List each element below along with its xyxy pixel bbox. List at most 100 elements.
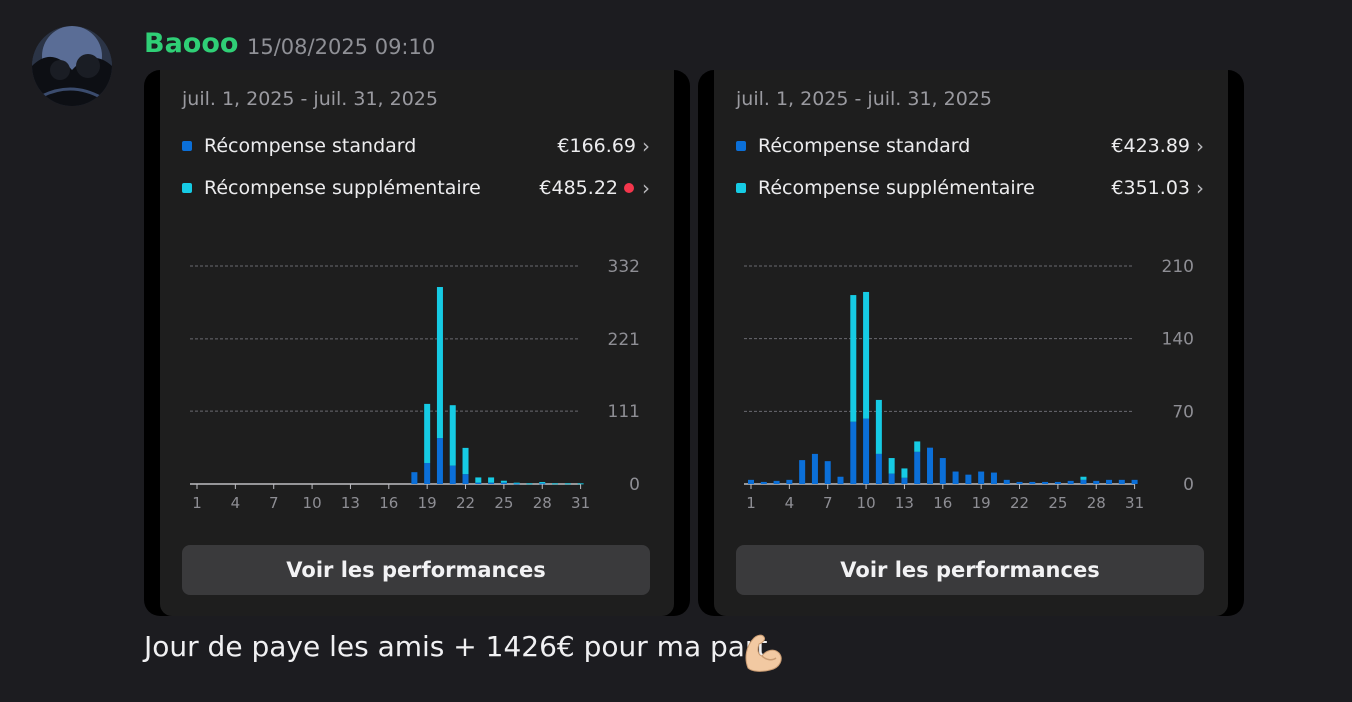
bar-segment — [824, 461, 831, 484]
bar-segment — [1016, 481, 1023, 484]
bar-segment — [539, 483, 546, 485]
y-tick-label: 332 — [608, 257, 640, 277]
bar-segment — [449, 465, 456, 484]
bar-segment — [786, 479, 793, 484]
date-range: juil. 1, 2025 - juil. 31, 2025 — [736, 88, 992, 110]
bar-segment — [436, 438, 443, 484]
legend-row-supplementaire[interactable]: Récompense supplémentaire €351.03 › — [736, 174, 1204, 202]
bar-segment — [863, 418, 870, 484]
x-tick-label: 25 — [1048, 494, 1067, 510]
x-tick-label: 16 — [933, 494, 952, 510]
avatar[interactable] — [32, 26, 112, 106]
y-tick-label: 140 — [1162, 330, 1194, 350]
x-tick-label: 16 — [379, 494, 398, 510]
x-tick-label: 4 — [231, 494, 241, 510]
bar-segment — [914, 451, 921, 484]
legend-row-standard[interactable]: Récompense standard €423.89 › — [736, 132, 1204, 160]
y-tick-label: 210 — [1162, 257, 1194, 277]
x-tick-label: 4 — [785, 494, 795, 510]
bar-segment — [850, 421, 857, 484]
bar-segment — [875, 399, 882, 454]
bar-segment — [1054, 481, 1061, 484]
x-tick-label: 10 — [303, 494, 322, 510]
bar-segment — [411, 472, 418, 484]
performance-button[interactable]: Voir les performances — [182, 545, 650, 595]
legend-row-standard[interactable]: Récompense standard €166.69 › — [182, 132, 650, 160]
message-text: Jour de paye les amis + 1426€ pour ma pa… — [144, 630, 768, 663]
chevron-right-icon: › — [642, 176, 650, 200]
x-tick-label: 19 — [972, 494, 991, 510]
bar-segment — [850, 295, 857, 422]
legend-value: €166.69 — [557, 135, 636, 157]
y-tick-label: 70 — [1172, 402, 1194, 422]
earnings-chart: 0 70 140 210 1 4 7 10 13 16 19 22 25 28 31 — [744, 257, 1194, 510]
x-tick-label: 13 — [341, 494, 360, 510]
bar-segment — [978, 471, 985, 484]
bar-segment — [500, 480, 507, 483]
bar-segment — [488, 482, 495, 484]
bar-segment — [875, 453, 882, 484]
x-tick-label: 31 — [1125, 494, 1144, 510]
x-tick-label: 13 — [895, 494, 914, 510]
x-tick-label: 28 — [1087, 494, 1106, 510]
y-tick-label: 0 — [629, 475, 640, 495]
bar-segment — [462, 447, 469, 475]
earnings-chart: 0 111 221 332 1 4 7 10 13 16 19 22 25 28 31 — [190, 257, 640, 510]
bar-segment — [837, 476, 844, 484]
bar-segment — [863, 291, 870, 419]
bar-segment — [939, 458, 946, 484]
bar-segment — [760, 481, 767, 484]
bar-segment — [564, 483, 571, 485]
legend-label: Récompense standard — [204, 135, 417, 157]
y-tick-label: 0 — [1183, 475, 1194, 495]
x-tick-label: 19 — [418, 494, 437, 510]
performance-button[interactable]: Voir les performances — [736, 545, 1204, 595]
bar-segment — [552, 483, 559, 485]
bar-segment — [990, 472, 997, 484]
bar-segment — [577, 483, 584, 485]
x-tick-label: 7 — [823, 494, 833, 510]
chevron-right-icon: › — [1196, 176, 1204, 200]
legend-label: Récompense supplémentaire — [204, 177, 481, 199]
bar-segment — [513, 482, 520, 484]
bar-segment — [927, 447, 934, 484]
bar-segment — [1093, 480, 1100, 484]
x-tick-label: 22 — [1010, 494, 1029, 510]
supplementaire-swatch-icon — [736, 183, 746, 193]
legend-value: €485.22 — [539, 177, 618, 199]
alert-dot-icon — [624, 183, 634, 193]
bar-segment — [901, 477, 908, 484]
x-tick-label: 31 — [571, 494, 590, 510]
standard-swatch-icon — [736, 141, 746, 151]
bar-segment — [488, 477, 495, 483]
earnings-card: juil. 1, 2025 - juil. 31, 2025 Récompens… — [714, 70, 1228, 616]
bar-segment — [748, 479, 754, 484]
bar-segment — [1080, 479, 1087, 484]
screenshot-card-2: juil. 1, 2025 - juil. 31, 2025 Récompens… — [698, 70, 1244, 616]
y-tick-label: 111 — [608, 402, 640, 422]
bar-segment — [914, 441, 921, 452]
bar-segment — [888, 458, 895, 474]
x-tick-label: 10 — [857, 494, 876, 510]
flexed-biceps-icon — [745, 634, 782, 672]
bar-segment — [811, 453, 818, 484]
bar-segment — [449, 405, 456, 466]
standard-swatch-icon — [182, 141, 192, 151]
bar-segment — [952, 471, 959, 484]
x-tick-label: 1 — [746, 494, 756, 510]
bar-segment — [1067, 480, 1074, 484]
bar-segment — [475, 482, 482, 484]
x-tick-label: 1 — [192, 494, 202, 510]
x-tick-label: 22 — [456, 494, 475, 510]
y-tick-label: 221 — [608, 330, 640, 350]
x-tick-label: 7 — [269, 494, 279, 510]
bar-segment — [773, 480, 780, 484]
x-tick-label: 25 — [494, 494, 513, 510]
legend-value: €423.89 — [1111, 135, 1190, 157]
legend-row-supplementaire[interactable]: Récompense supplémentaire €485.22 › — [182, 174, 650, 202]
screenshot-card-1: juil. 1, 2025 - juil. 31, 2025 Récompens… — [144, 70, 690, 616]
bar-segment — [799, 460, 806, 484]
username[interactable]: Baooo — [144, 28, 239, 59]
bar-segment — [424, 403, 431, 463]
bar-segment — [526, 483, 533, 485]
